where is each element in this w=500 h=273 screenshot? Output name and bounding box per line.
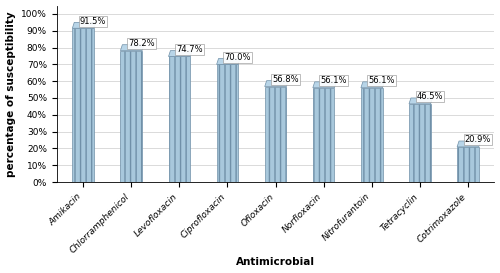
Text: 78.2%: 78.2% (128, 39, 154, 48)
Bar (409, 104, 430, 182)
Polygon shape (120, 45, 144, 51)
Text: 46.5%: 46.5% (416, 92, 443, 101)
Polygon shape (264, 81, 288, 87)
Text: 70.0%: 70.0% (224, 53, 250, 62)
Polygon shape (216, 58, 240, 64)
Text: 56.1%: 56.1% (320, 76, 347, 85)
Text: 56.8%: 56.8% (272, 75, 299, 84)
Polygon shape (168, 51, 192, 57)
Bar (168, 57, 190, 182)
Bar (216, 64, 238, 182)
Polygon shape (457, 141, 480, 147)
Y-axis label: percentage of susceptibility: percentage of susceptibility (6, 11, 16, 177)
Bar (120, 51, 142, 182)
Polygon shape (313, 82, 336, 88)
Text: 20.9%: 20.9% (464, 135, 491, 144)
Text: 56.1%: 56.1% (368, 76, 395, 85)
Text: 91.5%: 91.5% (80, 17, 106, 26)
Text: 74.7%: 74.7% (176, 45, 203, 54)
X-axis label: Antimicrobial: Antimicrobial (236, 257, 315, 268)
Polygon shape (72, 22, 96, 28)
Bar (313, 88, 334, 182)
Bar (264, 87, 286, 182)
Bar (361, 88, 382, 182)
Polygon shape (361, 82, 384, 88)
Bar (72, 28, 94, 182)
Polygon shape (409, 98, 432, 104)
Bar (457, 147, 478, 182)
